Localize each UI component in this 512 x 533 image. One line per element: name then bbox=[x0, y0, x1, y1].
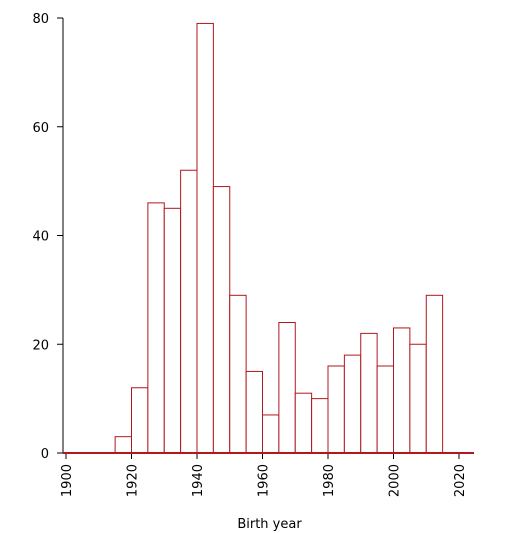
x-tick-label: 2020 bbox=[453, 464, 468, 497]
histogram-bar bbox=[327, 365, 345, 454]
x-tick-label: 1920 bbox=[126, 464, 141, 497]
x-axis-label: Birth year bbox=[237, 517, 302, 532]
histogram-bar bbox=[425, 294, 444, 454]
y-tick-label: 60 bbox=[32, 121, 49, 136]
histogram-bar bbox=[196, 22, 214, 454]
x-tick-label: 1900 bbox=[60, 464, 75, 497]
histogram-bar bbox=[245, 370, 263, 454]
y-tick-label: 80 bbox=[32, 12, 49, 27]
x-axis: 1900 1920 1940 1960 1980 2000 2020 bbox=[60, 453, 468, 497]
x-tick-label: 1960 bbox=[257, 464, 272, 497]
histogram-bar bbox=[229, 294, 247, 454]
histogram-bar bbox=[262, 414, 280, 454]
histogram-bar bbox=[311, 398, 329, 454]
histogram-bar bbox=[393, 327, 411, 454]
histogram-bar bbox=[294, 392, 313, 454]
y-tick-label: 20 bbox=[32, 338, 49, 353]
x-tick-label: 2000 bbox=[388, 464, 403, 497]
y-axis: 0 20 40 60 80 bbox=[32, 12, 64, 462]
y-tick-label: 40 bbox=[32, 230, 49, 245]
histogram-bars bbox=[114, 22, 444, 454]
x-tick-label: 1980 bbox=[322, 464, 337, 497]
histogram-bar bbox=[376, 365, 394, 454]
x-tick-label: 1940 bbox=[191, 464, 206, 497]
histogram-bar bbox=[212, 186, 231, 454]
histogram-bar bbox=[360, 332, 378, 454]
histogram-bar bbox=[278, 322, 296, 454]
y-tick-label: 0 bbox=[41, 447, 49, 462]
histogram-bar bbox=[114, 436, 132, 454]
histogram-bar bbox=[131, 387, 149, 454]
histogram-bar bbox=[147, 202, 165, 454]
histogram-bar bbox=[163, 207, 182, 454]
histogram-bar bbox=[409, 343, 427, 454]
histogram-bar bbox=[343, 354, 362, 454]
histogram-bar bbox=[180, 169, 198, 454]
